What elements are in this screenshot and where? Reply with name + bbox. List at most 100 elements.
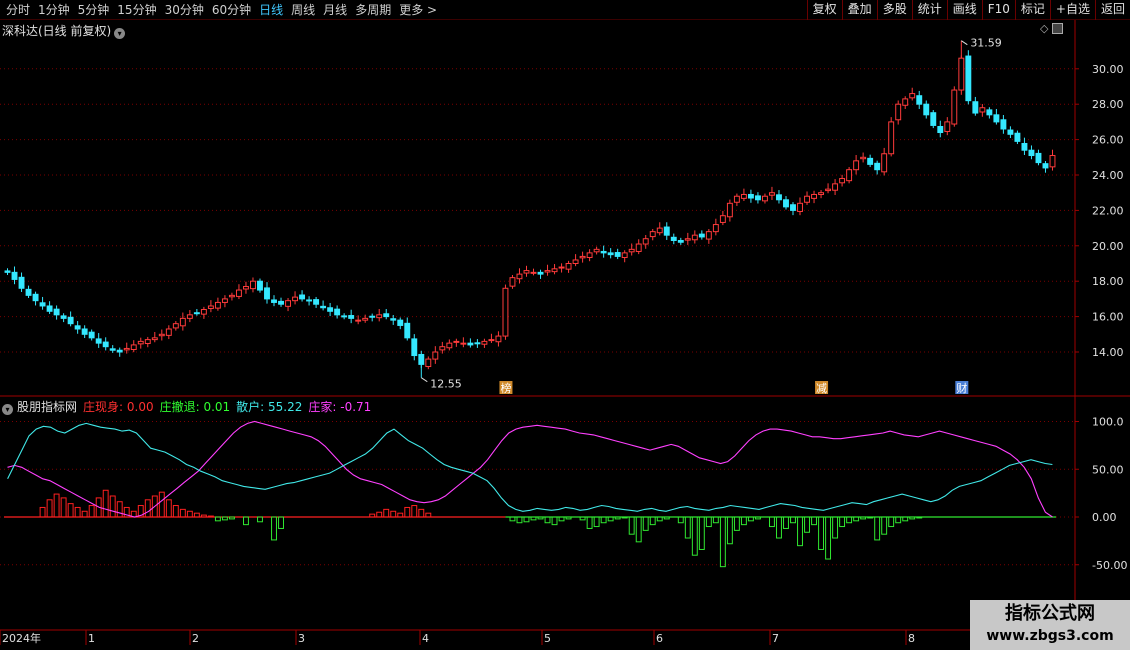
- candle-body: [299, 294, 306, 300]
- candle-body: [825, 188, 832, 192]
- indicator-tick-label: 100.0: [1092, 416, 1124, 429]
- candle-body: [439, 346, 446, 351]
- candle-body: [649, 231, 656, 238]
- toolbar: 分时 1分钟 5分钟 15分钟 30分钟 60分钟 日线 周线 月线 多周期 更…: [0, 0, 1130, 20]
- candle-body: [804, 195, 810, 203]
- candle-body: [116, 349, 123, 353]
- banker-exit-bar: [544, 516, 551, 524]
- candle-body: [243, 286, 249, 290]
- banker-exit-bar: [804, 516, 810, 533]
- tab-intraday[interactable]: 分时: [6, 3, 31, 17]
- candle-body: [523, 270, 530, 274]
- banker-appear-bar: [67, 503, 74, 518]
- banker-appear-bar: [102, 489, 109, 518]
- banker-exit-bar: [523, 516, 530, 523]
- indicator-tick-label: -50.00: [1092, 559, 1127, 572]
- candle-body: [530, 271, 537, 274]
- banker-exit-bar: [874, 516, 881, 541]
- candle-body: [481, 340, 488, 345]
- candle-body: [600, 250, 607, 254]
- banker-exit-bar: [719, 516, 726, 568]
- banker-appear-bar: [81, 510, 88, 518]
- candle-body: [446, 342, 453, 349]
- panel-toggle-icon[interactable]: [1052, 23, 1064, 34]
- tab-weekly[interactable]: 周线: [291, 3, 316, 17]
- draw-line-button[interactable]: 画线: [946, 0, 982, 20]
- add-watchlist-button[interactable]: +自选: [1049, 0, 1095, 20]
- banker-appear-bar: [418, 508, 425, 518]
- candle-body: [285, 300, 291, 307]
- period-tabs: 分时 1分钟 5分钟 15分钟 30分钟 60分钟 日线 周线 月线 多周期 更…: [2, 2, 441, 18]
- banker-exit-bar: [628, 516, 635, 535]
- candle-body: [404, 322, 411, 339]
- candle-body: [537, 271, 544, 275]
- banker-appear-bar: [390, 510, 397, 518]
- price-tick-label: 26.00: [1092, 134, 1124, 147]
- back-button[interactable]: 返回: [1094, 0, 1130, 20]
- overlay-button[interactable]: 叠加: [841, 0, 877, 20]
- candle-body: [397, 319, 404, 326]
- candle-body: [677, 239, 684, 243]
- candle-body: [867, 157, 874, 165]
- candle-body: [565, 263, 572, 270]
- high-price-label: 31.59: [970, 37, 1002, 50]
- f10-button[interactable]: F10: [981, 0, 1015, 20]
- tab-15min[interactable]: 15分钟: [117, 3, 157, 17]
- candle-body: [495, 335, 502, 343]
- tab-monthly[interactable]: 月线: [323, 3, 348, 17]
- candle-body: [628, 248, 635, 253]
- candle-body: [733, 195, 740, 203]
- price-tick-label: 22.00: [1092, 204, 1124, 217]
- candle-body: [986, 109, 993, 116]
- candle-body: [18, 276, 25, 289]
- banker-exit-bar: [516, 516, 523, 524]
- banker-appear-bar: [404, 506, 411, 518]
- tab-60min[interactable]: 60分钟: [211, 3, 252, 17]
- candle-body: [179, 317, 186, 327]
- banker-exit-bar: [214, 516, 221, 522]
- candle-body: [109, 348, 116, 351]
- tab-more[interactable]: 更多 >: [399, 3, 438, 17]
- chevron-down-icon[interactable]: ▾: [114, 28, 126, 39]
- stock-chart[interactable]: 14.0016.0018.0020.0022.0024.0026.0028.00…: [0, 20, 1130, 650]
- candle-body: [747, 193, 754, 199]
- time-tick-label: 2: [192, 632, 199, 645]
- candle-body: [369, 315, 376, 318]
- banker-exit-bar: [677, 516, 684, 524]
- candle-body: [214, 301, 221, 309]
- multi-stock-button[interactable]: 多股: [876, 0, 912, 20]
- candle-body: [740, 193, 747, 199]
- candle-body: [691, 234, 698, 241]
- tab-30min[interactable]: 30分钟: [164, 3, 204, 17]
- low-arrow: [421, 377, 428, 383]
- statistics-button[interactable]: 统计: [911, 0, 947, 20]
- candle-body: [60, 315, 67, 319]
- candle-body: [313, 299, 320, 305]
- tab-5min[interactable]: 5分钟: [77, 3, 110, 17]
- diamond-icon[interactable]: ◇: [1040, 22, 1049, 35]
- legend-banker-exit: 庄撤退: 0.01: [159, 400, 231, 414]
- candle-body: [362, 317, 369, 321]
- candle-body: [635, 243, 642, 252]
- banker-exit-bar: [832, 516, 839, 539]
- tab-daily[interactable]: 日线: [259, 3, 284, 17]
- time-tick-label: 8: [908, 632, 915, 645]
- candle-body: [4, 270, 11, 273]
- adjust-button[interactable]: 复权: [806, 0, 842, 20]
- banker-line: [7, 420, 1053, 518]
- chevron-down-icon[interactable]: ▾: [2, 404, 13, 415]
- tab-1min[interactable]: 1分钟: [38, 3, 70, 17]
- candle-body: [656, 227, 663, 234]
- candle-body: [81, 328, 88, 335]
- candle-body: [348, 315, 355, 319]
- candle-body: [705, 231, 712, 240]
- candle-body: [1042, 163, 1049, 169]
- price-tick-label: 14.00: [1092, 346, 1124, 359]
- candle-body: [355, 319, 362, 322]
- candle-body: [586, 252, 593, 258]
- mark-button[interactable]: 标记: [1014, 0, 1050, 20]
- indicator-tick-label: 50.00: [1092, 463, 1124, 476]
- banker-exit-bar: [776, 516, 782, 539]
- tab-multi-period[interactable]: 多周期: [355, 3, 392, 17]
- candle-body: [846, 169, 853, 182]
